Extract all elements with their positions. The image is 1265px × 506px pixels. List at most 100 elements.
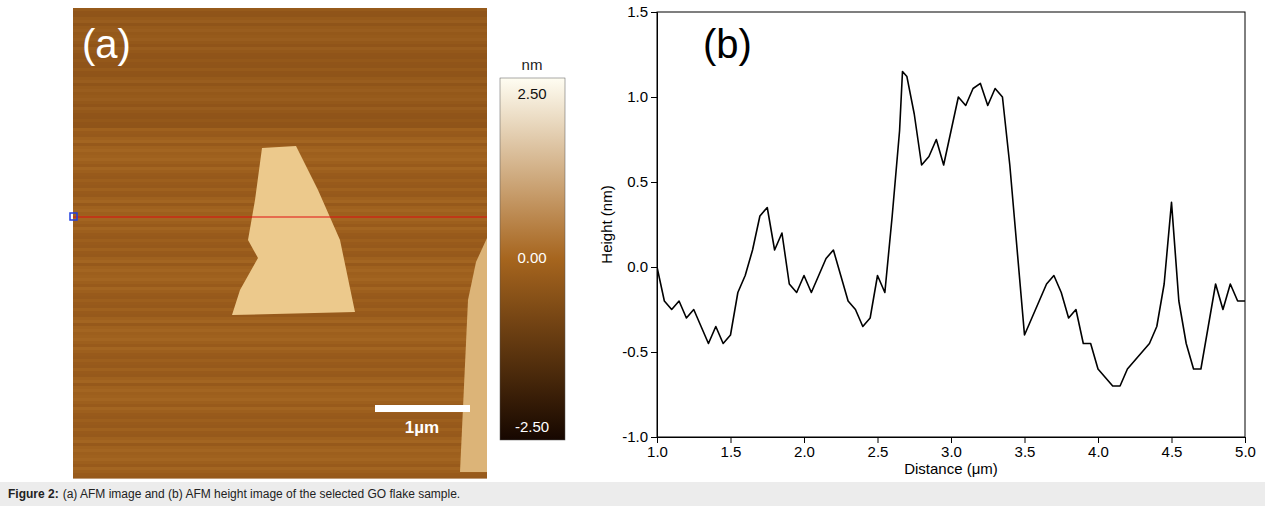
colorbar-tick-label: -2.50	[515, 418, 549, 435]
caption-text: (a) AFM image and (b) AFM height image o…	[63, 487, 461, 501]
x-tick: 5.0	[1235, 437, 1256, 460]
scan-line	[73, 458, 487, 461]
panel-label: (b)	[703, 22, 752, 66]
scan-line	[73, 344, 487, 347]
scan-line	[73, 338, 487, 341]
image-shade	[73, 8, 487, 128]
x-tick: 1.0	[647, 437, 668, 460]
scan-line	[73, 455, 487, 458]
y-tick: 0.5	[627, 173, 657, 190]
y-axis: -1.0-0.50.00.51.01.5	[622, 3, 657, 445]
scan-line	[73, 143, 487, 146]
scan-line	[73, 323, 487, 326]
scan-line	[73, 134, 487, 137]
scan-line	[73, 395, 487, 398]
scan-line	[73, 467, 487, 470]
x-tick-label: 2.0	[794, 443, 815, 460]
scan-line	[73, 362, 487, 365]
scan-line	[73, 473, 487, 476]
plot-frame	[657, 12, 1245, 437]
y-tick-label: 0.5	[627, 173, 648, 190]
y-axis-title: Height (nm)	[598, 185, 615, 263]
profile-start	[70, 213, 77, 220]
x-tick: 3.5	[1015, 437, 1036, 460]
scan-line	[73, 470, 487, 473]
scan-line	[73, 413, 487, 416]
scan-line	[73, 371, 487, 374]
y-tick-mark	[651, 352, 657, 353]
x-tick-label: 3.0	[941, 443, 962, 460]
scan-line	[73, 446, 487, 449]
y-tick: -1.0	[622, 428, 657, 445]
scan-line	[73, 137, 487, 140]
x-tick: 4.0	[1088, 437, 1109, 460]
scan-line	[73, 437, 487, 440]
scale-bar	[375, 405, 470, 412]
y-tick: 0.0	[627, 258, 657, 275]
y-tick-mark	[651, 12, 657, 13]
scan-line	[73, 452, 487, 455]
panel-label: (a)	[82, 22, 131, 66]
y-tick-label: 0.0	[627, 258, 648, 275]
scan-line	[73, 461, 487, 464]
scan-line	[73, 389, 487, 392]
scan-line	[73, 128, 487, 131]
scan-line	[73, 356, 487, 359]
x-tick: 1.5	[721, 437, 742, 460]
x-tick-label: 1.5	[721, 443, 742, 460]
scan-line	[73, 365, 487, 368]
y-tick: 1.5	[627, 3, 657, 20]
x-tick-label: 4.0	[1088, 443, 1109, 460]
scan-line	[73, 140, 487, 143]
y-tick-mark	[651, 267, 657, 268]
scan-line	[73, 335, 487, 338]
x-tick: 2.0	[794, 437, 815, 460]
x-tick: 3.0	[941, 437, 962, 460]
x-tick: 4.5	[1162, 437, 1183, 460]
scan-line	[73, 464, 487, 467]
scan-line	[73, 317, 487, 320]
scan-line	[73, 401, 487, 404]
colorbar-tick-label: 2.50	[517, 85, 546, 102]
y-tick-mark	[651, 437, 657, 438]
scan-line	[73, 380, 487, 383]
x-axis-title: Distance (μm)	[904, 460, 998, 477]
y-tick: 1.0	[627, 88, 657, 105]
scan-line	[73, 476, 487, 479]
scan-line	[73, 320, 487, 323]
scan-line	[73, 383, 487, 386]
scan-line	[73, 131, 487, 134]
colorbar-label: nm	[522, 56, 543, 73]
scan-line	[73, 392, 487, 395]
scan-line	[73, 347, 487, 350]
x-tick-label: 3.5	[1015, 443, 1036, 460]
afm-image	[70, 8, 487, 479]
height-profile	[657, 72, 1245, 387]
scan-line	[73, 368, 487, 371]
x-tick-label: 5.0	[1235, 443, 1256, 460]
scan-line	[73, 377, 487, 380]
plot-area	[657, 72, 1245, 387]
x-tick-label: 4.5	[1162, 443, 1183, 460]
y-tick-mark	[651, 182, 657, 183]
scale-bar-label: 1µm	[405, 418, 439, 437]
y-tick-label: -1.0	[622, 428, 648, 445]
scan-line	[73, 374, 487, 377]
figure: 1µm(a)nm2.500.00-2.501.01.52.02.53.03.54…	[0, 0, 1265, 506]
flake-partial	[460, 238, 487, 472]
scan-line	[73, 326, 487, 329]
scan-line	[73, 398, 487, 401]
scan-line	[73, 353, 487, 356]
x-tick-label: 1.0	[647, 443, 668, 460]
image-background	[73, 8, 487, 478]
scan-line	[73, 443, 487, 446]
x-tick-label: 2.5	[868, 443, 889, 460]
scan-line	[73, 314, 487, 317]
caption-label: Figure 2:	[8, 487, 59, 501]
scan-line	[73, 341, 487, 344]
y-tick-label: 1.5	[627, 3, 648, 20]
scan-line	[73, 359, 487, 362]
y-tick-mark	[651, 97, 657, 98]
scan-line	[73, 440, 487, 443]
profile-line	[73, 216, 487, 217]
